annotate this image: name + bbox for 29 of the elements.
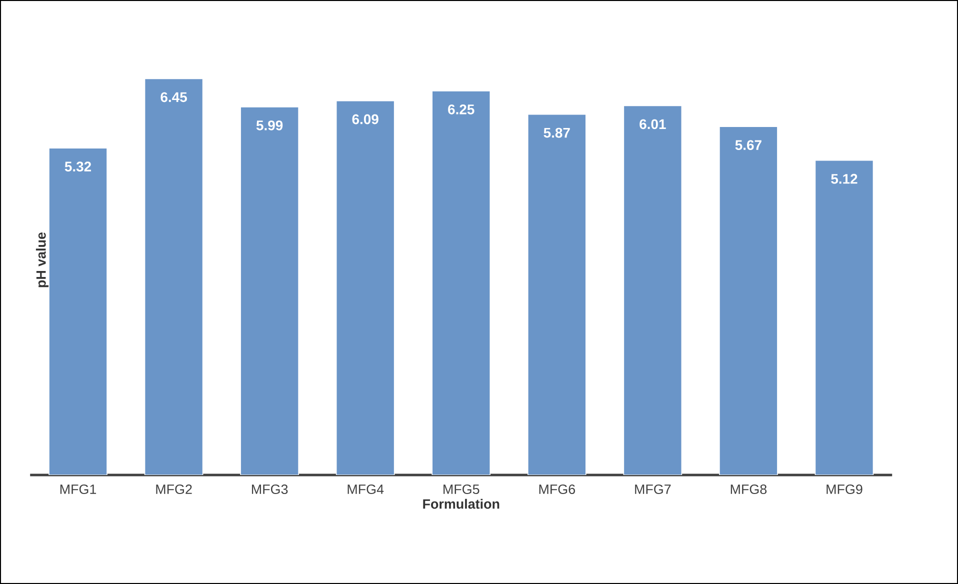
bar xyxy=(719,126,778,475)
bar xyxy=(48,148,108,475)
bar xyxy=(336,100,395,475)
data-label: 5.12 xyxy=(831,174,858,184)
bar xyxy=(144,78,204,475)
x-tick-label: MFG6 xyxy=(539,484,575,494)
data-label: 6.45 xyxy=(160,92,187,102)
x-tick-label: MFG1 xyxy=(60,484,96,494)
bar xyxy=(527,114,586,475)
x-tick-label: MFG7 xyxy=(635,484,671,494)
x-tick-label: MFG5 xyxy=(444,484,480,494)
bar xyxy=(240,106,299,475)
data-label: 5.87 xyxy=(544,128,570,138)
data-label: 5.32 xyxy=(64,162,92,172)
x-tick-label: MFG9 xyxy=(826,484,862,494)
bar xyxy=(432,90,491,475)
x-axis-title: Formulation xyxy=(423,498,500,509)
x-tick-label: MFG8 xyxy=(730,484,767,494)
bar xyxy=(814,160,874,475)
data-label: 6.09 xyxy=(352,114,378,124)
y-axis-title: pH value xyxy=(36,232,48,288)
bar xyxy=(623,105,682,475)
data-label: 6.01 xyxy=(640,119,666,130)
x-tick-label: MFG3 xyxy=(252,484,288,494)
data-label: 5.67 xyxy=(735,140,762,150)
x-tick-label: MFG4 xyxy=(348,484,384,494)
data-label: 6.25 xyxy=(448,104,474,114)
x-tick-label: MFG2 xyxy=(156,484,192,494)
data-label: 5.99 xyxy=(256,120,283,130)
